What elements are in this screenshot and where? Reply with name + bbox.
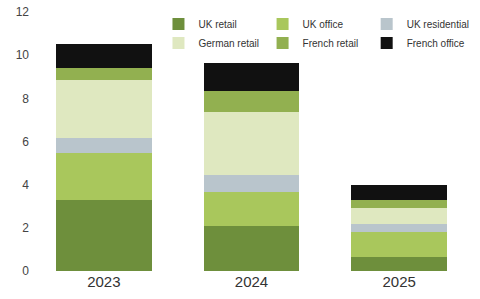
svg-text:0: 0 bbox=[22, 264, 29, 278]
svg-text:6: 6 bbox=[22, 135, 29, 149]
svg-text:4: 4 bbox=[22, 178, 29, 192]
svg-text:8: 8 bbox=[22, 92, 29, 106]
svg-text:French retail: French retail bbox=[303, 38, 359, 49]
svg-text:2024: 2024 bbox=[235, 273, 268, 290]
svg-text:12: 12 bbox=[16, 5, 30, 19]
svg-text:2023: 2023 bbox=[87, 273, 120, 290]
svg-text:2025: 2025 bbox=[382, 273, 415, 290]
svg-text:2: 2 bbox=[22, 221, 29, 235]
svg-text:UK retail: UK retail bbox=[198, 19, 236, 30]
svg-text:French office: French office bbox=[407, 38, 465, 49]
svg-text:UK office: UK office bbox=[303, 19, 344, 30]
svg-text:UK residential: UK residential bbox=[407, 19, 469, 30]
svg-text:German retail: German retail bbox=[198, 38, 259, 49]
svg-text:10: 10 bbox=[16, 48, 30, 62]
